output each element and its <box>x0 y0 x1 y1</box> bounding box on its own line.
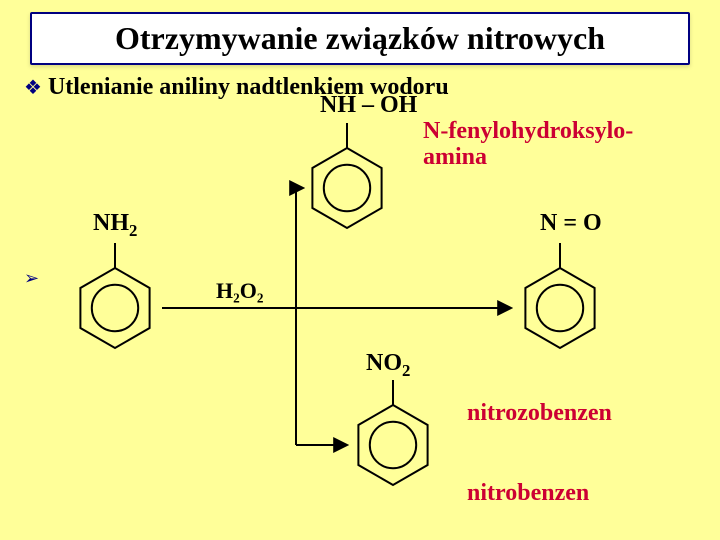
product1-name: N-fenylohydroksylo- amina <box>423 118 633 171</box>
label-reagent: H₂O₂ <box>216 278 263 304</box>
reaction-diagram <box>0 0 720 540</box>
label-nh2: NH2 <box>93 210 137 241</box>
label-n-o: N = O <box>540 210 602 237</box>
product3-name: nitrobenzen <box>467 480 589 506</box>
product2-name: nitrozobenzen <box>467 400 612 426</box>
label-no2: NO2 <box>366 350 410 381</box>
label-nh-oh: NH – OH <box>320 92 417 119</box>
